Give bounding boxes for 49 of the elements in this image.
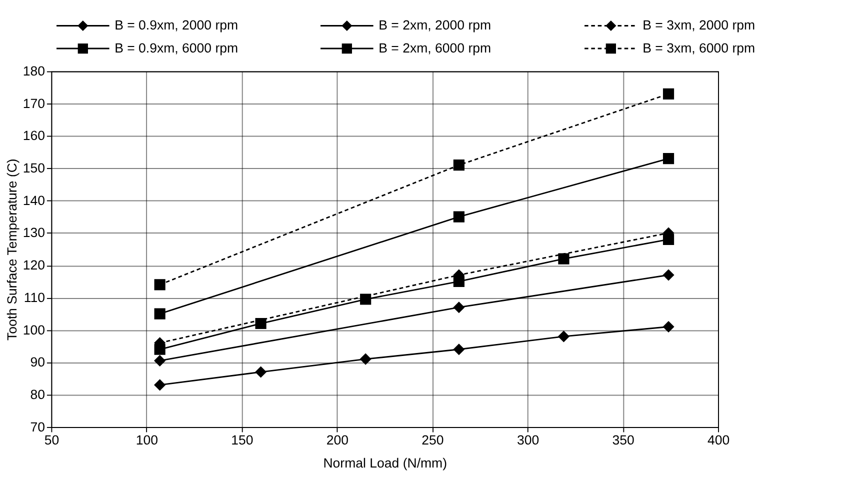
y-tick-label: 110 — [24, 290, 46, 305]
point — [453, 211, 464, 222]
point — [154, 344, 166, 355]
point — [255, 366, 266, 378]
point — [662, 269, 674, 281]
x-axis-title: Normal Load (N/mm) — [323, 455, 448, 470]
legend-label: B = 3xm, 6000 rpm — [642, 40, 756, 56]
x-tick-label: 300 — [516, 432, 540, 448]
y-tick-label: 180 — [22, 64, 46, 79]
point — [558, 253, 570, 264]
y-axis-title: Tooth Surface Temperature (C) — [4, 158, 20, 341]
y-tick-label: 100 — [22, 322, 46, 338]
x-tick-label: 50 — [44, 432, 60, 448]
x-tick-label: 250 — [422, 432, 444, 448]
x-tick-label: 150 — [231, 432, 254, 448]
point — [453, 344, 464, 355]
point — [453, 276, 464, 288]
point — [662, 321, 674, 332]
legend-label: B = 3xm, 2000 rpm — [642, 18, 756, 33]
y-tick-label: 160 — [22, 128, 46, 144]
x-tick-label: 350 — [612, 432, 634, 448]
legend-label: B = 0.9xm, 6000 rpm — [114, 40, 238, 56]
x-tick-label: 400 — [707, 432, 730, 448]
y-tick-label: 70 — [30, 419, 46, 434]
point — [662, 88, 674, 100]
point — [154, 279, 166, 290]
y-tick-label: 130 — [22, 225, 46, 240]
point — [154, 308, 166, 320]
point — [662, 234, 674, 245]
legend-label: B = 0.9xm, 2000 rpm — [114, 18, 238, 33]
x-tick-label: 200 — [326, 432, 349, 448]
y-tick-label: 90 — [30, 354, 46, 370]
y-tick-label: 120 — [22, 258, 46, 273]
y-tick-label: 140 — [22, 192, 46, 208]
point — [154, 379, 166, 390]
point — [255, 318, 266, 330]
legend-label: B = 2xm, 2000 rpm — [378, 18, 492, 33]
point — [453, 302, 464, 313]
x-tick-label: 100 — [136, 432, 158, 448]
y-tick-label: 150 — [22, 160, 46, 176]
point — [360, 294, 372, 305]
point — [558, 330, 570, 342]
point — [360, 354, 372, 365]
point — [154, 355, 166, 366]
legend-label: B = 2xm, 6000 rpm — [378, 40, 492, 56]
y-tick-label: 80 — [30, 386, 46, 402]
point — [662, 153, 674, 164]
point — [453, 160, 464, 171]
y-tick-label: 170 — [22, 96, 46, 111]
